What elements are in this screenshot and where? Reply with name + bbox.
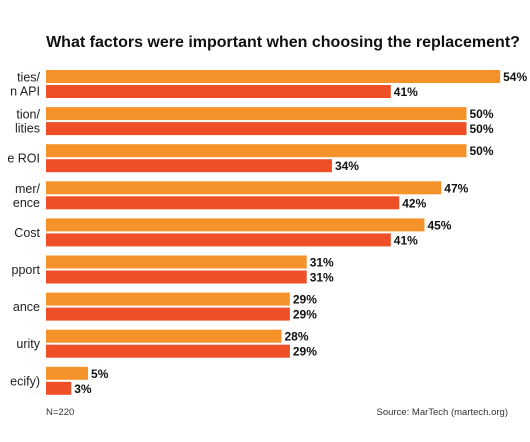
data-label: 50% [470,144,494,158]
bar [46,85,391,98]
category-label: Cost [14,226,40,240]
bar [46,196,400,210]
data-label: 5% [91,367,109,381]
data-label: 29% [293,293,317,307]
bar [46,70,501,83]
bar [46,329,282,343]
data-label: 47% [444,181,468,195]
bar [46,381,72,395]
chart-title: What factors were important when choosin… [46,34,520,51]
bar [46,366,89,380]
data-label: 41% [394,85,418,99]
bar [46,292,290,306]
data-label: 34% [335,159,359,173]
data-label: 45% [427,218,451,232]
bar [46,307,290,321]
bar [46,344,290,358]
bar [46,218,425,232]
sample-size-note: N=220 [46,407,75,418]
data-label: 50% [470,122,494,136]
data-label: 41% [394,233,418,247]
bar [46,122,467,136]
category-label: ties/ [17,71,40,85]
category-label: pport [12,263,41,277]
category-label: ence [13,196,40,210]
bar [46,270,307,284]
source-note: Source: MarTech (martech.org) [376,407,508,418]
data-label: 3% [74,382,92,396]
category-label: e ROI [7,152,40,166]
category-label: urity [16,337,40,351]
data-label: 54% [503,70,527,84]
data-label: 29% [293,345,317,359]
data-label: 42% [402,196,426,210]
bar [46,181,442,195]
data-label: 28% [284,330,308,344]
category-label: ance [13,300,40,314]
bar [46,255,307,269]
category-label: mer/ [15,182,41,196]
category-label: lities [15,122,40,136]
data-label: 50% [470,107,494,121]
category-label: ecify) [10,374,40,388]
bar [46,159,332,173]
category-label: tion/ [16,108,40,122]
category-label: n API [10,85,40,99]
data-label: 31% [310,271,334,285]
data-label: 29% [293,308,317,322]
bar [46,107,467,121]
bar [46,233,391,247]
bar [46,144,467,158]
data-label: 31% [310,256,334,270]
